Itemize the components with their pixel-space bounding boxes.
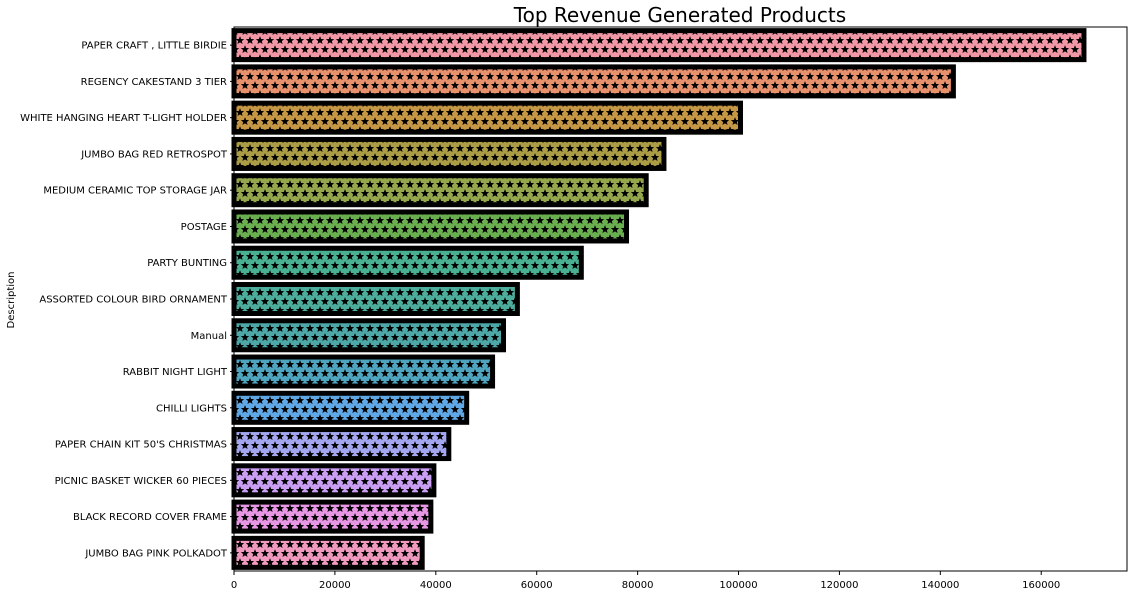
plot-frame — [233, 26, 1128, 572]
x-tick-label: 120000 — [820, 580, 858, 591]
bar — [231, 100, 743, 135]
y-tick-label: JUMBO BAG RED RETROSPOT — [80, 149, 228, 160]
bar — [231, 173, 649, 208]
bar — [231, 64, 956, 99]
y-tick-label: RABBIT NIGHT LIGHT — [123, 367, 228, 378]
x-tick-label: 20000 — [319, 580, 351, 591]
y-tick-label: JUMBO BAG PINK POLKADOT — [84, 548, 228, 559]
y-tick-label: PARTY BUNTING — [147, 258, 227, 269]
bar — [231, 28, 1087, 63]
y-tick-label: ASSORTED COLOUR BIRD ORNAMENT — [39, 295, 228, 306]
y-tick-label: MEDIUM CERAMIC TOP STORAGE JAR — [43, 186, 227, 197]
bar — [231, 535, 425, 570]
y-tick-label: REGENCY CAKESTAND 3 TIER — [81, 77, 227, 88]
bar — [231, 499, 434, 534]
bar — [231, 427, 452, 462]
y-tick-label: CHILLI LIGHTS — [156, 403, 227, 414]
y-axis-label: Description — [6, 272, 17, 329]
y-tick-label: POSTAGE — [181, 222, 227, 233]
y-tick-label: PAPER CHAIN KIT 50'S CHRISTMAS — [55, 440, 227, 451]
bar — [231, 136, 667, 171]
bars-layer — [231, 28, 1087, 570]
x-tick-label: 80000 — [622, 580, 654, 591]
bar — [231, 318, 507, 353]
bar — [231, 354, 496, 389]
x-tick-label: 100000 — [719, 580, 757, 591]
bar — [231, 390, 470, 425]
y-tick-label: Manual — [191, 331, 227, 342]
x-tick-label: 0 — [231, 580, 237, 591]
y-tick-label: PAPER CRAFT , LITTLE BIRDIE — [81, 41, 227, 52]
bar — [231, 245, 584, 280]
bar — [231, 463, 437, 498]
y-tick-label: PICNIC BASKET WICKER 60 PIECES — [55, 476, 227, 487]
bar — [231, 281, 520, 316]
y-tick-label: WHITE HANGING HEART T-LIGHT HOLDER — [20, 113, 227, 124]
x-tick-label: 40000 — [420, 580, 452, 591]
x-tick-label: 140000 — [921, 580, 959, 591]
x-tick-label: 160000 — [1022, 580, 1060, 591]
y-tick-labels: PAPER CRAFT , LITTLE BIRDIE REGENCY CAKES… — [20, 41, 234, 559]
y-tick-label: BLACK RECORD COVER FRAME — [73, 512, 227, 523]
x-tick-label: 60000 — [521, 580, 553, 591]
bar — [231, 209, 630, 244]
x-tick-labels: 0 20000 40000 60000 80000 100000 120000 140000 1… — [231, 571, 1060, 591]
chart-title: Top Revenue Generated Products — [513, 3, 846, 27]
